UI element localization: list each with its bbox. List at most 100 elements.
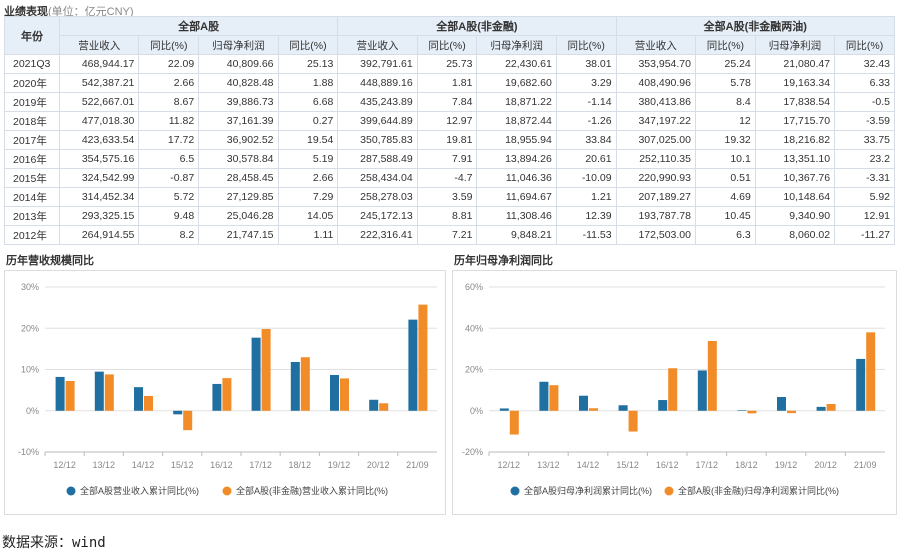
- bar-series-2: [628, 410, 638, 432]
- value-cell: 11,046.36: [476, 168, 557, 188]
- value-cell: 307,025.00: [615, 130, 697, 150]
- value-cell: 17,838.54: [754, 92, 836, 112]
- legend-label: 全部A股营业收入累计同比(%): [80, 485, 199, 496]
- value-cell: 258,278.03: [337, 187, 418, 207]
- value-cell: -11.53: [555, 225, 617, 245]
- table-row: 2016年 354,575.16 6.5 30,578.84 5.19 287,588.4…: [4, 149, 895, 169]
- table-row: 2018年 477,018.30 11.82 37,161.39 0.27 399,644…: [4, 111, 895, 131]
- value-cell: 21,747.15: [198, 225, 279, 245]
- y-tick-label: 20%: [21, 323, 39, 333]
- value-cell: 392,791.61: [337, 54, 418, 74]
- value-cell: 19.32: [695, 130, 756, 150]
- value-cell: 220,990.93: [615, 168, 697, 188]
- bar-series-2: [747, 410, 757, 414]
- year-cell: 2012年: [4, 225, 60, 245]
- bar-series-2: [707, 340, 717, 411]
- value-cell: 23.2: [834, 149, 895, 169]
- bar-series-2: [104, 374, 114, 411]
- value-cell: 17,715.70: [754, 111, 836, 131]
- bar-series-2: [261, 329, 271, 411]
- bar-series-1: [55, 376, 65, 411]
- column-header: 营业收入: [58, 35, 140, 55]
- bar-series-2: [222, 378, 232, 411]
- chart-panel-revenue: -10% 0% 10% 20% 30% 12/12 13/12 14/12 15/12 16/12…: [4, 270, 446, 515]
- y-tick-label: 10%: [21, 365, 39, 375]
- value-cell: 19.81: [416, 130, 478, 150]
- group-header: 全部A股: [58, 16, 339, 36]
- bar-series-2: [866, 332, 876, 411]
- chart-title-profit: 历年归母净利润同比: [454, 255, 553, 267]
- x-tick-label: 15/12: [171, 460, 194, 470]
- column-header: 归母净利润: [476, 35, 557, 55]
- value-cell: 10.45: [695, 206, 756, 226]
- x-tick-label: 13/12: [537, 460, 560, 470]
- bar-series-1: [856, 358, 866, 411]
- legend-label: 全部A股(非金融)归母净利润累计同比(%): [678, 485, 839, 496]
- value-cell: 2.66: [277, 168, 339, 188]
- value-cell: 30,578.84: [198, 149, 279, 169]
- bar-series-1: [330, 374, 339, 411]
- bar-series-2: [826, 403, 836, 411]
- value-cell: 11,308.46: [476, 206, 557, 226]
- bar-series-2: [300, 357, 310, 411]
- value-cell: 1.81: [416, 73, 478, 93]
- value-cell: 18,955.94: [476, 130, 557, 150]
- bar-series-2: [589, 408, 598, 411]
- value-cell: 28,458.45: [198, 168, 279, 188]
- x-tick-label: 20/12: [814, 460, 837, 470]
- value-cell: 477,018.30: [58, 111, 140, 131]
- value-cell: 3.59: [416, 187, 478, 207]
- value-cell: 172,503.00: [615, 225, 697, 245]
- value-cell: 5.92: [834, 187, 895, 207]
- x-tick-label: 12/12: [498, 460, 521, 470]
- value-cell: 18,216.82: [754, 130, 836, 150]
- value-cell: 4.69: [695, 187, 756, 207]
- bar-series-2: [183, 410, 193, 431]
- value-cell: 12.97: [416, 111, 478, 131]
- year-cell: 2020年: [4, 73, 60, 93]
- value-cell: 38.01: [555, 54, 617, 74]
- value-cell: 245,172.13: [337, 206, 418, 226]
- value-cell: 6.3: [695, 225, 756, 245]
- legend-marker: [222, 486, 232, 496]
- profit-growth-chart: -20% 0% 20% 40% 60% 12/12 13/12 14/12 15/12 16/12…: [462, 282, 885, 496]
- value-cell: 7.21: [416, 225, 478, 245]
- bar-series-2: [144, 395, 153, 411]
- value-cell: 10,367.76: [754, 168, 836, 188]
- legend-label: 全部A股归母净利润累计同比(%): [524, 485, 652, 496]
- group-header: 全部A股(非金融): [337, 16, 617, 36]
- table-row: 2012年 264,914.55 8.2 21,747.15 1.11 222,316.4…: [4, 225, 895, 245]
- value-cell: 12.91: [834, 206, 895, 226]
- value-cell: 380,413.86: [615, 92, 697, 112]
- value-cell: 40,828.48: [198, 73, 279, 93]
- value-cell: 27,129.85: [198, 187, 279, 207]
- value-cell: 39,886.73: [198, 92, 279, 112]
- value-cell: 7.91: [416, 149, 478, 169]
- value-cell: 33.84: [555, 130, 617, 150]
- x-tick-label: 17/12: [249, 460, 272, 470]
- y-tick-label: -10%: [18, 447, 39, 457]
- value-cell: 5.72: [138, 187, 200, 207]
- value-cell: -3.59: [834, 111, 895, 131]
- value-cell: 3.29: [555, 73, 617, 93]
- x-tick-label: 14/12: [132, 460, 155, 470]
- value-cell: -11.27: [834, 225, 895, 245]
- section-header: 业绩表现(单位：亿元CNY): [4, 3, 134, 19]
- value-cell: 193,787.78: [615, 206, 697, 226]
- value-cell: 353,954.70: [615, 54, 697, 74]
- bar-series-1: [94, 371, 104, 411]
- value-cell: 22,430.61: [476, 54, 557, 74]
- column-header: 同比(%): [138, 35, 200, 55]
- value-cell: 314,452.34: [58, 187, 140, 207]
- value-cell: 9.48: [138, 206, 200, 226]
- value-cell: 18,871.22: [476, 92, 557, 112]
- bar-series-2: [379, 403, 389, 411]
- value-cell: 7.29: [277, 187, 339, 207]
- column-header: 同比(%): [555, 35, 617, 55]
- column-header: 同比(%): [695, 35, 756, 55]
- x-tick-label: 19/12: [328, 460, 351, 470]
- value-cell: 18,872.44: [476, 111, 557, 131]
- bar-series-2: [787, 410, 796, 414]
- value-cell: 8.4: [695, 92, 756, 112]
- value-cell: 19,163.34: [754, 73, 836, 93]
